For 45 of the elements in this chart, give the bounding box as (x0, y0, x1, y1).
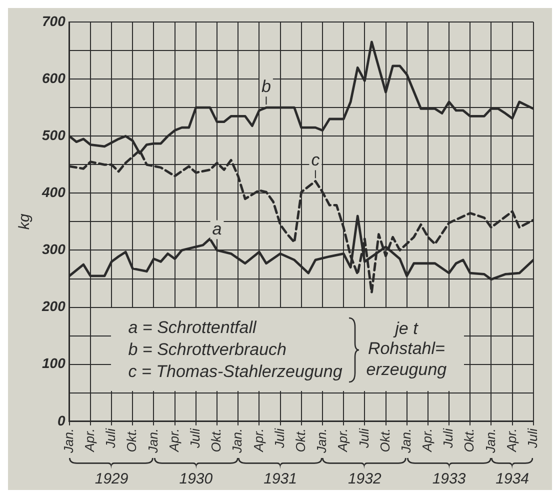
text: 1933 (432, 470, 466, 488)
annotation: c = Thomas-Stahlerzeugung (128, 362, 342, 382)
x-tick-label: Okt. (462, 428, 477, 452)
text: 1930 (179, 470, 214, 488)
x-tick-label: Jan. (60, 428, 76, 454)
x-tick-label: Jan. (145, 428, 160, 454)
x-tick-label: Jan. (482, 428, 498, 454)
x-tick-label: Apr. (166, 428, 182, 453)
text: 1932 (348, 470, 382, 488)
y-tick-label: 500 (42, 126, 66, 143)
x-tick-label: Jan. (314, 428, 330, 454)
x-tick-label: Jan. (398, 428, 414, 454)
x-tick-label: Apr. (420, 428, 435, 453)
x-tick-label: Apr. (335, 428, 350, 453)
y-tick-label: 300 (42, 241, 66, 258)
annotation: je t Rohstahl= erzeugung (366, 318, 447, 380)
y-axis-title: kg (16, 213, 34, 230)
annotation: a (212, 219, 222, 238)
x-tick-label: Juli (356, 427, 372, 449)
x-tick-label: Okt. (377, 428, 392, 452)
text: 1934 (496, 470, 529, 488)
x-tick-label: Juli (103, 427, 118, 449)
x-tick-label: Okt. (208, 428, 224, 452)
y-tick-label: 100 (42, 355, 66, 372)
y-tick-label: 600 (42, 70, 66, 86)
x-tick-label: Juli (272, 427, 287, 449)
x-tick-label: Apr. (504, 428, 519, 453)
y-tick-label: 400 (41, 184, 66, 200)
annotation: b (261, 76, 271, 96)
x-tick-label: Juli (188, 427, 203, 449)
x-tick-label: Juli (525, 427, 540, 449)
x-tick-label: Okt. (292, 428, 308, 452)
annotation: c (311, 150, 320, 170)
x-tick-label: Okt. (124, 428, 140, 452)
x-tick-label: Apr. (250, 428, 266, 453)
y-tick-label: 700 (42, 12, 66, 29)
text: 1931 (264, 470, 297, 488)
annotation: a = Schrottentfall (128, 318, 258, 338)
x-tick-label: Jan. (230, 428, 245, 454)
x-tick-label: Apr. (82, 428, 98, 453)
y-tick-label: 200 (41, 298, 66, 314)
text: 1929 (94, 470, 129, 488)
y-tick-label: 0 (58, 412, 66, 428)
annotation: b = Schrottverbrauch (128, 340, 288, 360)
x-tick-label: Juli (440, 427, 456, 449)
